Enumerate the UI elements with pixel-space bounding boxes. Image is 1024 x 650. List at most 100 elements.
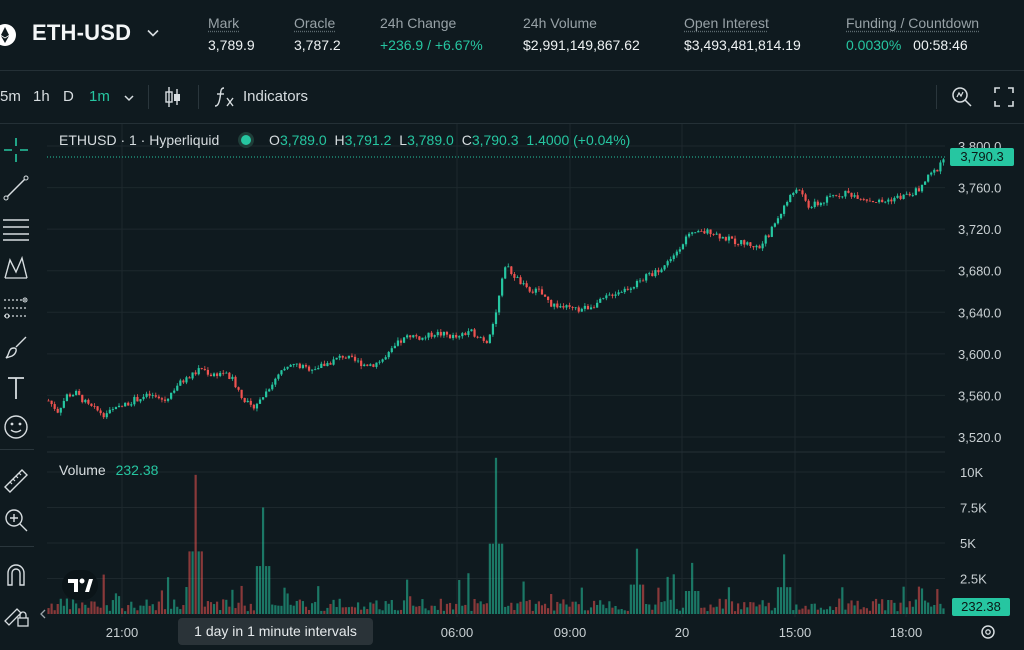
zoom-in-icon[interactable] [2,506,30,534]
candle-body [580,308,583,312]
symbol-selector[interactable]: ETH-USD [32,20,132,45]
crosshair-icon[interactable] [2,136,30,164]
candle-body [923,181,927,185]
volume-bar [859,609,862,614]
candle-body [703,231,706,234]
quick-search-icon[interactable] [950,85,974,109]
volume-bar [933,604,936,614]
brush-icon[interactable] [2,334,30,362]
candle-body [188,377,191,379]
candle-body [669,259,672,262]
candle-body [721,237,724,239]
volume-bar [381,610,384,614]
candle-body [393,345,396,349]
candle-body [335,357,338,360]
volume-bar [553,610,556,614]
candle-body [645,274,648,281]
candle-body [844,190,847,197]
chevron-down-icon[interactable] [145,25,161,41]
volume-bar [528,599,531,614]
interval-d[interactable]: D [63,88,74,105]
volume-bar [878,603,881,614]
legend-title[interactable]: ETHUSD · 1 · Hyperliquid [59,132,220,148]
volume-bar [78,608,81,614]
volume-bar [813,603,816,614]
chevron-down-icon[interactable] [123,92,135,104]
pattern-icon[interactable] [2,254,30,282]
time-tick-label: 09:00 [554,625,587,640]
tradingview-logo[interactable] [62,570,98,600]
volume-bar [923,600,927,614]
lock-drawing-icon[interactable] [2,599,30,627]
candle-body [543,294,547,297]
volume-bar [672,574,675,614]
candle-body [148,393,151,396]
volume-bar [638,584,642,614]
candle-body [176,385,179,391]
time-axis[interactable]: 21:00 06:00 09:00 20 15:00 18:00 [106,625,923,640]
stat-label: 24h Change [380,15,457,31]
horizontal-lines-icon[interactable] [2,214,30,242]
ohlc-legend: ETHUSD · 1 · Hyperliquid O3,789.0 H3,791… [59,132,630,148]
candle-body [605,295,608,299]
interval-5m[interactable]: 5m [0,88,21,105]
stat-value: +236.9 / +6.67% [380,37,483,53]
volume-bar [151,604,154,614]
candle-body [445,331,449,335]
settings-gear-icon[interactable] [981,625,995,639]
candle-body [828,195,832,197]
volume-label[interactable]: Volume [59,462,106,478]
candle-body [182,380,185,383]
scroll-left-icon[interactable] [40,609,46,619]
volume-bar [430,605,433,614]
candle-body [501,278,504,296]
volume-bar [828,606,832,614]
candlestick-icon[interactable] [163,85,183,109]
candle-body [614,294,617,296]
indicators-button[interactable]: Indicators [243,88,309,105]
interval-1h[interactable]: 1h [33,88,50,105]
ruler-icon[interactable] [2,467,30,495]
volume-bar [390,599,393,614]
candle-body [295,363,298,365]
text-tool-icon[interactable] [2,374,30,402]
volume-bar [271,604,274,614]
fullscreen-icon[interactable] [992,85,1016,109]
stat-label[interactable]: Mark [208,15,240,31]
volume-bar [433,605,436,614]
candle-body [369,364,372,366]
stat-label[interactable]: Oracle [294,15,336,31]
candle-body [547,296,550,301]
candle-body [461,333,464,337]
candle-body [510,266,513,275]
volume-bar [798,609,801,614]
candle-body [427,332,430,338]
volume-bar [540,605,544,614]
candle-body [743,240,746,245]
volume-bar [868,610,872,614]
trend-line-icon[interactable] [2,174,30,202]
price-tick-label: 3,520.0 [958,430,1001,445]
volume-bar [694,590,697,614]
volume-bars [47,457,945,614]
volume-bar [850,600,853,614]
price-chart[interactable]: 3,800.03,760.03,720.03,680.03,640.03,600… [40,124,1024,650]
candle-body [372,364,375,367]
candle-body [366,364,369,366]
volume-bar [455,603,458,614]
function-fx-icon[interactable] [214,85,236,109]
price-tick-label: 3,760.0 [958,181,1001,196]
volume-bar [504,606,507,614]
magnet-icon[interactable] [2,561,30,589]
volume-bar [608,601,611,614]
emoji-icon[interactable] [2,413,30,441]
price-axis[interactable]: 3,800.03,760.03,720.03,680.03,640.03,600… [958,139,1001,445]
volume-bar [71,599,75,614]
interval-1m[interactable]: 1m [89,88,110,105]
time-tick-label: 20 [675,625,689,640]
stat-label[interactable]: Funding / Countdown [846,15,980,31]
fib-retracement-icon[interactable] [2,294,30,322]
candle-body [280,370,283,375]
volume-bar [669,599,672,614]
stat-label[interactable]: Open Interest [684,15,769,31]
